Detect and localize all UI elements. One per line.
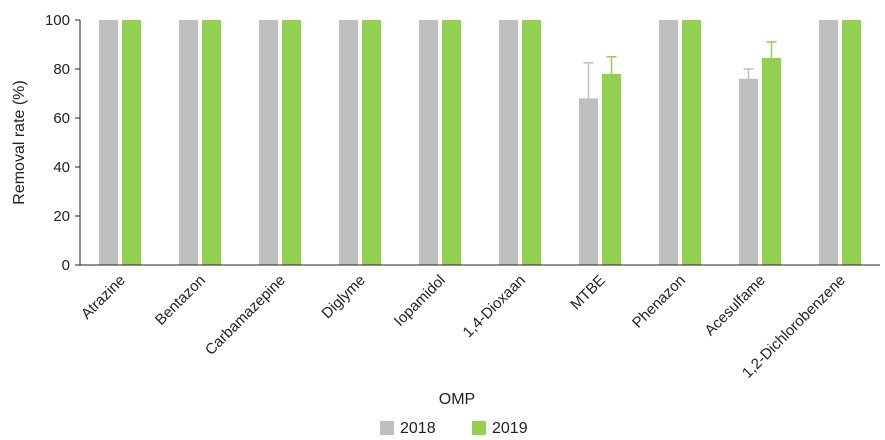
bar-2018-mtbe: [579, 98, 598, 266]
axes-layer: [79, 20, 880, 266]
bar-2018-diglyme: [339, 20, 358, 265]
error-bars-layer: [583, 41, 777, 99]
x-tick-label: Acesulfame: [701, 272, 768, 339]
x-tick-label: Carbamazepine: [202, 272, 289, 359]
bar-2018-1-2-dichlorobenzene: [819, 20, 838, 265]
x-tick-label: Bentazon: [152, 272, 209, 329]
bar-2019-mtbe: [602, 73, 621, 266]
bar-2019-carbamazepine: [282, 20, 301, 265]
legend-swatch-2018: [380, 421, 394, 435]
bar-2018-phenazon: [659, 20, 678, 265]
bar-2019-phenazon: [682, 20, 701, 265]
y-tick-label: 20: [53, 208, 70, 225]
y-axis-title: Removal rate (%): [11, 80, 28, 204]
bar-2018-atrazine: [99, 20, 118, 265]
x-tick-label: Iopamidol: [391, 272, 449, 330]
legend-swatch-2019: [472, 421, 486, 435]
y-tick-label: 60: [53, 110, 70, 127]
x-tick-label: Diglyme: [318, 272, 368, 322]
x-tick-label: 1,4-Dioxaan: [460, 272, 529, 341]
bar-2019-diglyme: [362, 20, 381, 265]
bars-layer: [99, 20, 861, 266]
bar-2018-1-4-dioxaan: [499, 20, 518, 265]
y-ticks: 0 20 40 60 80 100: [45, 12, 80, 274]
y-tick-label: 100: [45, 12, 70, 29]
bar-2019-atrazine: [122, 20, 141, 265]
bar-2019-1-2-dichlorobenzene: [842, 20, 861, 265]
bar-2019-acesulfame: [762, 57, 781, 265]
x-tick-label: MTBE: [567, 272, 608, 313]
y-tick-label: 0: [62, 257, 70, 274]
bar-2018-acesulfame: [739, 78, 758, 265]
legend-label-2019: 2019: [492, 420, 528, 437]
bar-2018-carbamazepine: [259, 20, 278, 265]
x-axis-title: OMP: [439, 391, 475, 408]
y-tick-label: 80: [53, 61, 70, 78]
legend: 2018 2019: [380, 420, 528, 437]
x-tick-label: Phenazon: [629, 272, 689, 332]
bar-2019-bentazon: [202, 20, 221, 265]
bar-2018-iopamidol: [419, 20, 438, 265]
y-tick-label: 40: [53, 159, 70, 176]
x-tick-label: Atrazine: [78, 272, 129, 323]
bar-2018-bentazon: [179, 20, 198, 265]
bar-2019-1-4-dioxaan: [522, 20, 541, 265]
legend-label-2018: 2018: [400, 420, 436, 437]
bar-2019-iopamidol: [442, 20, 461, 265]
